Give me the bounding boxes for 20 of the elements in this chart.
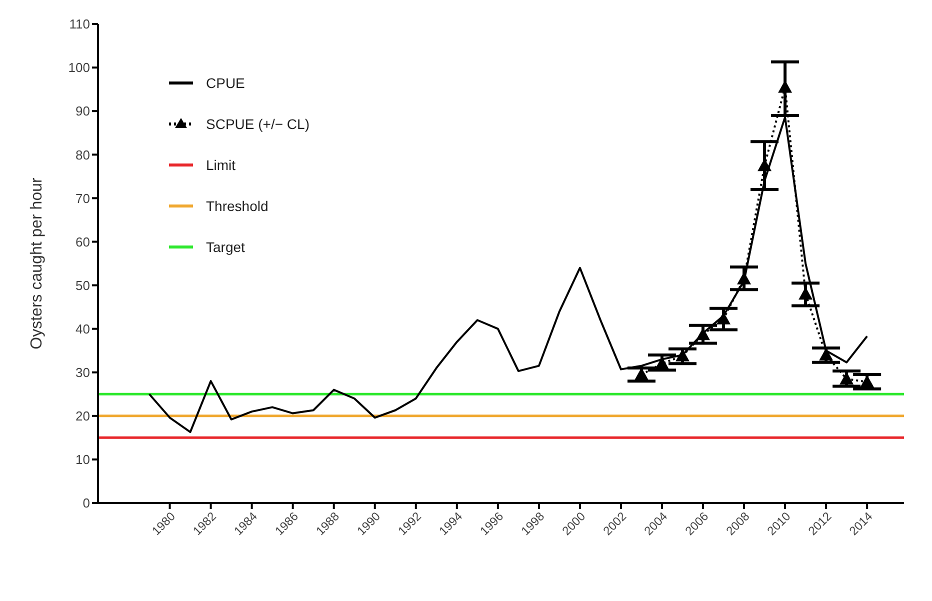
- y-tick-label: 0: [82, 496, 90, 511]
- legend-label: Limit: [206, 156, 236, 172]
- y-tick-label: 40: [76, 321, 90, 336]
- legend-label: CPUE: [206, 74, 245, 90]
- y-tick-label: 80: [76, 147, 90, 162]
- y-tick-label: 90: [76, 104, 90, 119]
- y-tick-label: 20: [76, 408, 90, 424]
- legend-label: SCPUE (+/− CL): [206, 116, 310, 132]
- y-tick-label: 110: [69, 16, 90, 32]
- legend-label: Target: [206, 238, 245, 254]
- y-tick-label: 100: [68, 60, 90, 76]
- point: [778, 80, 792, 93]
- y-tick-label: 10: [76, 452, 90, 468]
- y-tick-label: 60: [76, 234, 90, 250]
- y-tick-label: 30: [76, 364, 90, 380]
- y-tick-label: 70: [76, 190, 90, 206]
- y-tick-label: 50: [76, 278, 90, 293]
- legend-label: Threshold: [206, 198, 268, 214]
- point: [758, 158, 772, 172]
- y-axis-title: Oysters caught per hour: [28, 177, 46, 350]
